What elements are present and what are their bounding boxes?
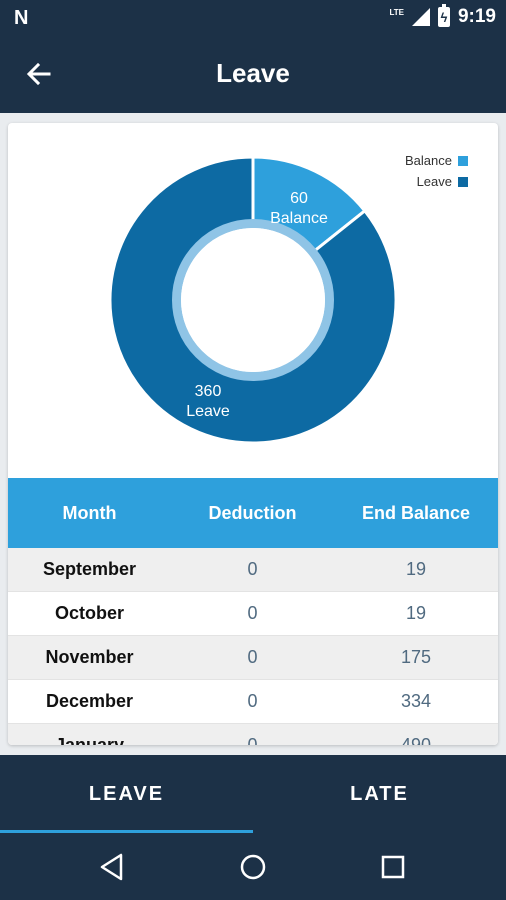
cell-deduction: 0 bbox=[247, 603, 258, 623]
signal-icon bbox=[411, 8, 430, 26]
table-row: January 0 490 bbox=[8, 724, 498, 745]
chart-legend: Balance Leave bbox=[405, 153, 468, 195]
cell-deduction: 0 bbox=[247, 559, 258, 579]
bottom-tab-bar: LEAVE LATE bbox=[0, 755, 506, 835]
slice-label-balance: 60 Balance bbox=[261, 189, 337, 229]
active-tab-indicator bbox=[0, 830, 253, 833]
legend-swatch-balance bbox=[458, 155, 468, 166]
network-type: LTE bbox=[389, 7, 404, 17]
app-bar: Leave bbox=[0, 35, 506, 113]
legend-swatch-leave bbox=[458, 176, 468, 187]
cell-deduction: 0 bbox=[247, 691, 258, 711]
system-nav-bar bbox=[0, 835, 506, 900]
slice-name: Leave bbox=[186, 403, 230, 420]
header-deduction: Deduction bbox=[208, 502, 297, 523]
legend-label: Balance bbox=[405, 153, 452, 168]
status-bar: N LTE ϟ 9:19 bbox=[0, 0, 506, 35]
clock: 9:19 bbox=[457, 6, 496, 27]
donut-chart: Balance Leave 60 Balance 360 Leave bbox=[8, 123, 498, 478]
legend-item-balance: Balance bbox=[405, 153, 468, 168]
cell-end-balance: 175 bbox=[400, 647, 432, 667]
table-header: Month Deduction End Balance bbox=[8, 478, 498, 548]
table-body[interactable]: September 0 19 October 0 19 November 0 1… bbox=[8, 548, 498, 745]
battery-icon: ϟ bbox=[437, 4, 450, 27]
slice-name: Balance bbox=[270, 210, 328, 227]
cell-month: October bbox=[54, 603, 124, 623]
cell-month: January bbox=[54, 735, 125, 745]
tab-late[interactable]: LATE bbox=[350, 783, 409, 805]
slice-label-leave: 360 Leave bbox=[172, 382, 244, 422]
table-row: September 0 19 bbox=[8, 548, 498, 592]
cell-month: December bbox=[45, 691, 134, 711]
cell-end-balance: 19 bbox=[405, 603, 427, 623]
back-arrow-icon[interactable] bbox=[22, 57, 56, 91]
carrier-icon: N bbox=[14, 7, 29, 29]
cell-end-balance: 334 bbox=[400, 691, 432, 711]
leave-card: Balance Leave 60 Balance 360 Leave Month… bbox=[8, 123, 498, 745]
status-icons: LTE ϟ 9:19 bbox=[389, 4, 496, 28]
cell-end-balance: 490 bbox=[400, 735, 432, 745]
cell-month: September bbox=[42, 559, 137, 579]
donut-inner-ring bbox=[172, 219, 334, 381]
table-row: December 0 334 bbox=[8, 680, 498, 724]
nav-home-icon[interactable] bbox=[236, 850, 270, 884]
table-row: October 0 19 bbox=[8, 592, 498, 636]
cell-end-balance: 19 bbox=[405, 559, 427, 579]
donut-chart-svg bbox=[108, 155, 398, 445]
nav-back-icon[interactable] bbox=[96, 850, 130, 884]
table-row: November 0 175 bbox=[8, 636, 498, 680]
slice-value: 360 bbox=[194, 383, 222, 400]
header-end-balance: End Balance bbox=[361, 502, 471, 523]
donut-hole bbox=[181, 228, 325, 372]
cell-month: November bbox=[45, 647, 134, 667]
legend-item-leave: Leave bbox=[405, 174, 468, 189]
slice-value: 60 bbox=[290, 190, 308, 207]
header-month: Month bbox=[62, 502, 117, 523]
legend-label: Leave bbox=[416, 174, 452, 189]
tab-leave[interactable]: LEAVE bbox=[88, 783, 165, 805]
cell-deduction: 0 bbox=[247, 647, 258, 667]
cell-deduction: 0 bbox=[247, 735, 258, 745]
nav-recents-icon[interactable] bbox=[376, 850, 410, 884]
page-title: Leave bbox=[216, 58, 290, 88]
